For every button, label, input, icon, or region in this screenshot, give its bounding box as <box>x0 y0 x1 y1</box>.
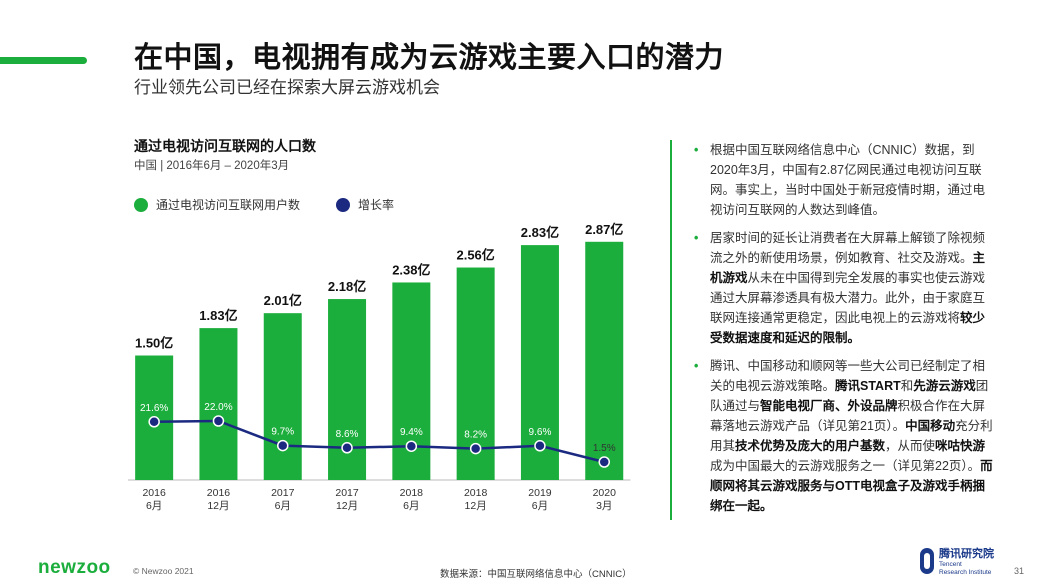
tencent-logo-en-2: Research Institute <box>939 569 992 576</box>
growth-point <box>534 440 546 452</box>
growth-point <box>598 456 610 468</box>
bullet-bold-text: 先游云游戏 <box>913 379 976 393</box>
bar-value-label: 1.83亿 <box>199 308 237 323</box>
bullet-item: 居家时间的延长让消费者在大屏幕上解锁了除视频流之外的新使用场景，例如教育、社交及… <box>694 228 994 348</box>
bullet-text: 团队通过与 <box>710 379 989 413</box>
chart-legend: 通过电视访问互联网用户数 增长率 <box>134 196 430 213</box>
legend-label-users: 通过电视访问互联网用户数 <box>156 198 301 212</box>
x-tick-label: 12月 <box>336 500 358 512</box>
bar <box>585 241 624 480</box>
bullet-bold-text: 较少受数据速度和延迟的限制。 <box>710 311 986 345</box>
x-tick-label: 6月 <box>146 500 162 512</box>
bullet-text: 充分利用其 <box>710 419 993 453</box>
bar <box>263 313 302 480</box>
growth-point <box>148 416 160 428</box>
copyright: © Newzoo 2021 <box>133 566 194 576</box>
bullet-bold-text: 腾讯START <box>835 379 901 393</box>
bullet-bold-text: 咪咕快游 <box>935 439 986 453</box>
bullet-list: 根据中国互联网络信息中心（CNNIC）数据，到2020年3月，中国有2.87亿网… <box>694 140 994 524</box>
bullet-text: 腾讯、中国移动和顺网等一些大公司已经制定了相关的电视云游戏策略。 <box>710 359 986 393</box>
tencent-research-logo: 腾讯研究院 Tencent Research Institute <box>920 545 994 577</box>
bullet-bold-text: 智能电视厂商、外设品牌 <box>760 399 898 413</box>
vertical-divider <box>670 140 672 520</box>
growth-label: 9.7% <box>271 427 294 438</box>
bullet-item: 腾讯、中国移动和顺网等一些大公司已经制定了相关的电视云游戏策略。腾讯START和… <box>694 356 994 516</box>
page-subtitle: 行业领先公司已经在探索大屏云游戏机会 <box>134 78 440 97</box>
x-tick-label: 6月 <box>275 500 291 512</box>
data-source: 数据来源：中国互联网络信息中心（CNNIC） <box>440 569 632 580</box>
bullet-bold-text: 主机游戏 <box>710 251 986 285</box>
bullet-bold-text: 中国移动 <box>905 419 956 433</box>
growth-label: 8.6% <box>336 429 359 440</box>
x-tick-label: 2017 <box>335 487 359 499</box>
growth-line <box>154 419 605 464</box>
growth-label: 21.6% <box>140 403 168 414</box>
x-tick-label: 12月 <box>207 500 229 512</box>
bar-value-label: 2.18亿 <box>328 279 366 294</box>
tencent-logo-en-1: Tencent <box>939 561 962 568</box>
bar-value-label: 2.38亿 <box>392 262 430 277</box>
growth-point <box>212 415 225 427</box>
bullet-text: 从未在中国得到完全发展的事实也使云游戏通过大屏幕渗透具有极大潜力。此外，由于家庭… <box>710 271 986 325</box>
chart-title: 通过电视访问互联网的人口数 <box>134 138 316 154</box>
x-tick-label: 2019 <box>528 487 552 499</box>
newzoo-logo: newzoo <box>38 557 111 578</box>
x-tick-label: 12月 <box>465 500 487 512</box>
tencent-mark-icon <box>920 548 934 574</box>
page-title: 在中国，电视拥有成为云游戏主要入口的潜力 <box>134 42 725 74</box>
accent-bar <box>0 57 87 64</box>
x-tick-label: 2020 <box>593 487 617 499</box>
chart-subtitle: 中国 | 2016年6月 – 2020年3月 <box>134 160 290 172</box>
growth-point <box>277 439 289 452</box>
x-tick-label: 6月 <box>532 500 548 512</box>
growth-label: 22.0% <box>204 402 232 413</box>
bullet-item: 根据中国互联网络信息中心（CNNIC）数据，到2020年3月，中国有2.87亿网… <box>694 140 994 220</box>
legend-item-growth: 增长率 <box>336 196 394 213</box>
legend-item-users: 通过电视访问互联网用户数 <box>134 196 300 213</box>
x-tick-label: 2016 <box>207 487 231 499</box>
bullet-text: 根据中国互联网络信息中心（CNNIC）数据，到2020年3月，中国有2.87亿网… <box>710 143 986 217</box>
bar-value-label: 2.83亿 <box>521 225 559 240</box>
x-tick-label: 2018 <box>400 487 424 499</box>
legend-label-growth: 增长率 <box>358 198 395 212</box>
tencent-logo-cn: 腾讯研究院 <box>939 548 994 560</box>
bar-value-label: 2.87亿 <box>585 222 623 237</box>
growth-point <box>341 442 353 454</box>
legend-dot-users <box>134 197 148 212</box>
bullet-text: 居家时间的延长让消费者在大屏幕上解锁了除视频流之外的新使用场景，例如教育、社交及… <box>710 231 986 265</box>
legend-dot-growth <box>336 197 351 212</box>
growth-label: 1.5% <box>593 443 616 454</box>
growth-label: 8.2% <box>464 430 487 441</box>
bar-value-label: 1.50亿 <box>135 336 173 351</box>
growth-point <box>405 440 418 452</box>
x-tick-label: 2016 <box>142 487 166 499</box>
x-tick-label: 2018 <box>464 487 488 499</box>
bullet-bold-text: 技术优势及庞大的用户基数 <box>735 439 886 453</box>
bullet-text: 和 <box>900 379 914 393</box>
x-tick-label: 2017 <box>271 487 295 499</box>
x-tick-label: 3月 <box>596 500 612 512</box>
bullet-bold-text: 而顺网将其云游戏服务与OTT电视盒子及游戏手柄捆绑在一起。 <box>710 459 993 513</box>
growth-point <box>469 442 482 455</box>
bar-value-label: 2.01亿 <box>264 293 302 308</box>
x-tick-label: 6月 <box>403 500 419 512</box>
growth-label: 9.6% <box>529 427 552 438</box>
bullet-text: ，从而使 <box>885 439 936 453</box>
growth-label: 9.4% <box>400 427 423 438</box>
bar-value-label: 2.56亿 <box>456 248 494 263</box>
bullet-text: 积极合作在大屏幕落地云游戏产品（详见第21页）。 <box>710 399 986 433</box>
page-number: 31 <box>1014 566 1025 576</box>
bullet-text: 成为中国最大的云游戏服务之一（详见第22页）。 <box>710 459 981 473</box>
bar <box>199 328 238 480</box>
